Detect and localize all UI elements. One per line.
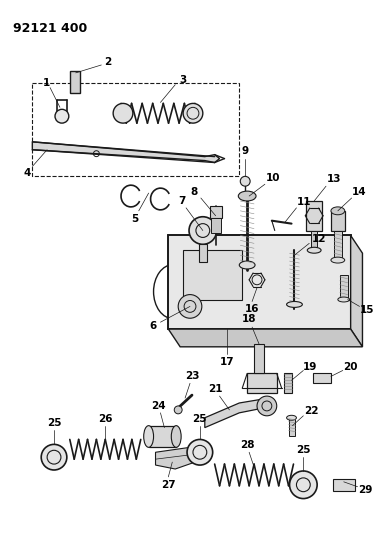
Circle shape [183,103,203,123]
Text: 19: 19 [303,361,317,372]
Circle shape [240,176,250,186]
Circle shape [113,103,133,123]
Circle shape [290,471,317,498]
Circle shape [55,109,69,123]
Text: 12: 12 [312,235,326,245]
Text: 9: 9 [242,146,249,156]
Polygon shape [155,447,195,469]
Bar [311,231,317,250]
Bar [210,206,222,217]
Circle shape [178,295,202,318]
Text: 29: 29 [358,484,372,495]
Text: 2: 2 [105,57,112,67]
Text: 20: 20 [343,361,358,372]
Text: 17: 17 [220,357,235,367]
Text: 25: 25 [296,445,311,455]
Circle shape [174,406,182,414]
Text: 22: 22 [304,406,319,416]
Bar [211,217,220,232]
Bar [313,374,331,383]
Text: 28: 28 [240,440,254,450]
Polygon shape [351,236,363,347]
Polygon shape [168,329,363,347]
Bar [183,250,242,300]
Polygon shape [32,142,220,163]
Bar [149,426,176,447]
Text: 1: 1 [42,78,50,88]
Text: 23: 23 [185,372,199,382]
Text: 14: 14 [352,187,367,197]
Text: 8: 8 [190,187,197,197]
Text: 15: 15 [360,305,375,316]
Polygon shape [168,236,351,329]
Ellipse shape [286,302,303,308]
Bar [283,374,291,393]
Text: 25: 25 [193,414,207,424]
Text: 3: 3 [180,75,187,85]
Text: 6: 6 [149,321,156,331]
Ellipse shape [239,261,255,269]
Bar [331,211,345,231]
Text: 27: 27 [161,480,176,490]
Ellipse shape [286,415,296,420]
Bar [340,275,348,300]
Bar [333,479,354,491]
Bar [288,418,295,435]
Text: 92121 400: 92121 400 [13,22,87,35]
Bar [247,374,277,393]
Circle shape [189,217,217,244]
Polygon shape [205,398,274,427]
Ellipse shape [144,426,154,447]
Text: 16: 16 [245,304,259,314]
Ellipse shape [307,247,321,253]
Circle shape [187,439,213,465]
Circle shape [257,396,277,416]
Text: 11: 11 [297,197,312,207]
Text: 26: 26 [98,414,113,424]
Bar [254,344,264,374]
Text: 18: 18 [242,314,256,324]
Ellipse shape [331,207,345,215]
Text: 4: 4 [24,168,31,179]
Text: 21: 21 [209,384,223,394]
Text: 25: 25 [47,418,61,427]
Ellipse shape [338,297,350,302]
Text: 24: 24 [151,401,166,411]
Bar [306,201,322,231]
Text: 13: 13 [327,174,341,184]
Text: 10: 10 [265,173,280,183]
Circle shape [41,445,67,470]
Text: 7: 7 [178,196,186,206]
Text: 5: 5 [131,214,138,224]
Ellipse shape [331,257,345,263]
Bar [334,231,342,260]
Bar [199,244,207,262]
Bar [70,71,79,93]
Ellipse shape [238,191,256,201]
Ellipse shape [171,426,181,447]
